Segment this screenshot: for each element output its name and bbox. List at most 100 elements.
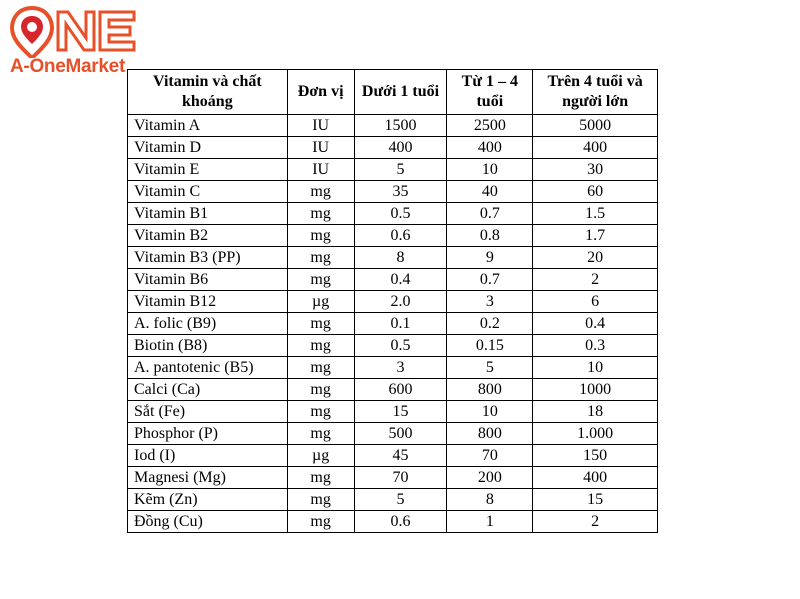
nutrient-cell: Vitamin B12 bbox=[127, 290, 288, 313]
nutrient-cell: Vitamin B6 bbox=[127, 268, 288, 291]
nutrient-cell: Đồng (Cu) bbox=[127, 510, 288, 533]
unit-cell: mg bbox=[286, 268, 355, 291]
under-1-cell: 70 bbox=[353, 466, 448, 489]
unit-cell: IU bbox=[286, 158, 355, 181]
brand-name-part1: A-One bbox=[10, 56, 66, 77]
age-1-4-cell: 40 bbox=[446, 180, 534, 203]
nutrient-cell: Biotin (B8) bbox=[127, 334, 288, 357]
unit-cell: mg bbox=[286, 422, 355, 445]
age-1-4-cell: 9 bbox=[446, 246, 534, 269]
table-row: Iod (I) µg 45 70 150 bbox=[127, 444, 658, 467]
age-1-4-cell: 3 bbox=[446, 290, 534, 313]
table-row: Sắt (Fe) mg 15 10 18 bbox=[127, 400, 658, 423]
table-row: Vitamin B12 µg 2.0 3 6 bbox=[127, 290, 658, 313]
under-1-cell: 0.5 bbox=[353, 202, 448, 225]
over-4-adult-cell: 150 bbox=[532, 444, 658, 467]
age-1-4-cell: 0.8 bbox=[446, 224, 534, 247]
over-4-adult-cell: 1.000 bbox=[532, 422, 658, 445]
under-1-cell: 600 bbox=[353, 378, 448, 401]
table-row: Biotin (B8) mg 0.5 0.15 0.3 bbox=[127, 334, 658, 357]
nutrient-cell: Vitamin C bbox=[127, 180, 288, 203]
table-row: Phosphor (P) mg 500 800 1.000 bbox=[127, 422, 658, 445]
unit-cell: mg bbox=[286, 378, 355, 401]
header-unit: Đơn vị bbox=[286, 69, 355, 115]
unit-cell: mg bbox=[286, 224, 355, 247]
unit-cell: mg bbox=[286, 488, 355, 511]
nutrient-cell: Iod (I) bbox=[127, 444, 288, 467]
age-1-4-cell: 8 bbox=[446, 488, 534, 511]
age-1-4-cell: 10 bbox=[446, 400, 534, 423]
table-row: Calci (Ca) mg 600 800 1000 bbox=[127, 378, 658, 401]
under-1-cell: 45 bbox=[353, 444, 448, 467]
over-4-adult-cell: 0.3 bbox=[532, 334, 658, 357]
over-4-adult-cell: 18 bbox=[532, 400, 658, 423]
header-age-1-4: Từ 1 – 4 tuổi bbox=[446, 69, 534, 115]
nutrient-cell: Phosphor (P) bbox=[127, 422, 288, 445]
table-row: Vitamin B1 mg 0.5 0.7 1.5 bbox=[127, 202, 658, 225]
under-1-cell: 3 bbox=[353, 356, 448, 379]
brand-name: A-OneMarket bbox=[10, 56, 125, 78]
under-1-cell: 15 bbox=[353, 400, 448, 423]
vitamin-table: Vitamin và chất khoáng Đơn vị Dưới 1 tuổ… bbox=[127, 69, 658, 533]
unit-cell: IU bbox=[286, 114, 355, 137]
age-1-4-cell: 400 bbox=[446, 136, 534, 159]
one-logo-mark bbox=[10, 6, 136, 58]
nutrient-cell: Kẽm (Zn) bbox=[127, 488, 288, 511]
nutrient-cell: Calci (Ca) bbox=[127, 378, 288, 401]
letter-n-mark bbox=[56, 10, 96, 52]
table-row: Vitamin E IU 5 10 30 bbox=[127, 158, 658, 181]
unit-cell: mg bbox=[286, 400, 355, 423]
over-4-adult-cell: 1000 bbox=[532, 378, 658, 401]
under-1-cell: 5 bbox=[353, 488, 448, 511]
unit-cell: mg bbox=[286, 246, 355, 269]
unit-cell: mg bbox=[286, 202, 355, 225]
age-1-4-cell: 0.15 bbox=[446, 334, 534, 357]
under-1-cell: 2.0 bbox=[353, 290, 448, 313]
age-1-4-cell: 0.2 bbox=[446, 312, 534, 335]
unit-cell: IU bbox=[286, 136, 355, 159]
over-4-adult-cell: 60 bbox=[532, 180, 658, 203]
over-4-adult-cell: 30 bbox=[532, 158, 658, 181]
under-1-cell: 0.6 bbox=[353, 224, 448, 247]
under-1-cell: 400 bbox=[353, 136, 448, 159]
age-1-4-cell: 0.7 bbox=[446, 268, 534, 291]
table-row: Vitamin B3 (PP) mg 8 9 20 bbox=[127, 246, 658, 269]
unit-cell: mg bbox=[286, 510, 355, 533]
under-1-cell: 0.5 bbox=[353, 334, 448, 357]
under-1-cell: 1500 bbox=[353, 114, 448, 137]
unit-cell: mg bbox=[286, 356, 355, 379]
under-1-cell: 500 bbox=[353, 422, 448, 445]
table-body: Vitamin A IU 1500 2500 5000 Vitamin D IU 400 400… bbox=[127, 114, 658, 533]
nutrient-cell: Sắt (Fe) bbox=[127, 400, 288, 423]
over-4-adult-cell: 6 bbox=[532, 290, 658, 313]
nutrient-cell: Magnesi (Mg) bbox=[127, 466, 288, 489]
nutrient-cell: Vitamin B1 bbox=[127, 202, 288, 225]
letter-e-mark bbox=[98, 10, 136, 52]
over-4-adult-cell: 20 bbox=[532, 246, 658, 269]
unit-cell: mg bbox=[286, 312, 355, 335]
table-row: Vitamin A IU 1500 2500 5000 bbox=[127, 114, 658, 137]
under-1-cell: 35 bbox=[353, 180, 448, 203]
under-1-cell: 5 bbox=[353, 158, 448, 181]
unit-cell: µg bbox=[286, 290, 355, 313]
nutrient-cell: A. folic (B9) bbox=[127, 312, 288, 335]
nutrient-cell: A. pantotenic (B5) bbox=[127, 356, 288, 379]
nutrient-cell: Vitamin B2 bbox=[127, 224, 288, 247]
table-header-row: Vitamin và chất khoáng Đơn vị Dưới 1 tuổ… bbox=[127, 69, 658, 115]
nutrient-cell: Vitamin E bbox=[127, 158, 288, 181]
brand-logo: A-OneMarket bbox=[8, 6, 140, 78]
over-4-adult-cell: 400 bbox=[532, 136, 658, 159]
age-1-4-cell: 10 bbox=[446, 158, 534, 181]
under-1-cell: 0.4 bbox=[353, 268, 448, 291]
table-row: A. folic (B9) mg 0.1 0.2 0.4 bbox=[127, 312, 658, 335]
unit-cell: µg bbox=[286, 444, 355, 467]
age-1-4-cell: 200 bbox=[446, 466, 534, 489]
age-1-4-cell: 0.7 bbox=[446, 202, 534, 225]
table-row: Vitamin B6 mg 0.4 0.7 2 bbox=[127, 268, 658, 291]
nutrient-cell: Vitamin B3 (PP) bbox=[127, 246, 288, 269]
over-4-adult-cell: 2 bbox=[532, 268, 658, 291]
header-over-4-adult: Trên 4 tuổi và người lớn bbox=[532, 69, 658, 115]
over-4-adult-cell: 1.7 bbox=[532, 224, 658, 247]
header-nutrient: Vitamin và chất khoáng bbox=[127, 69, 288, 115]
